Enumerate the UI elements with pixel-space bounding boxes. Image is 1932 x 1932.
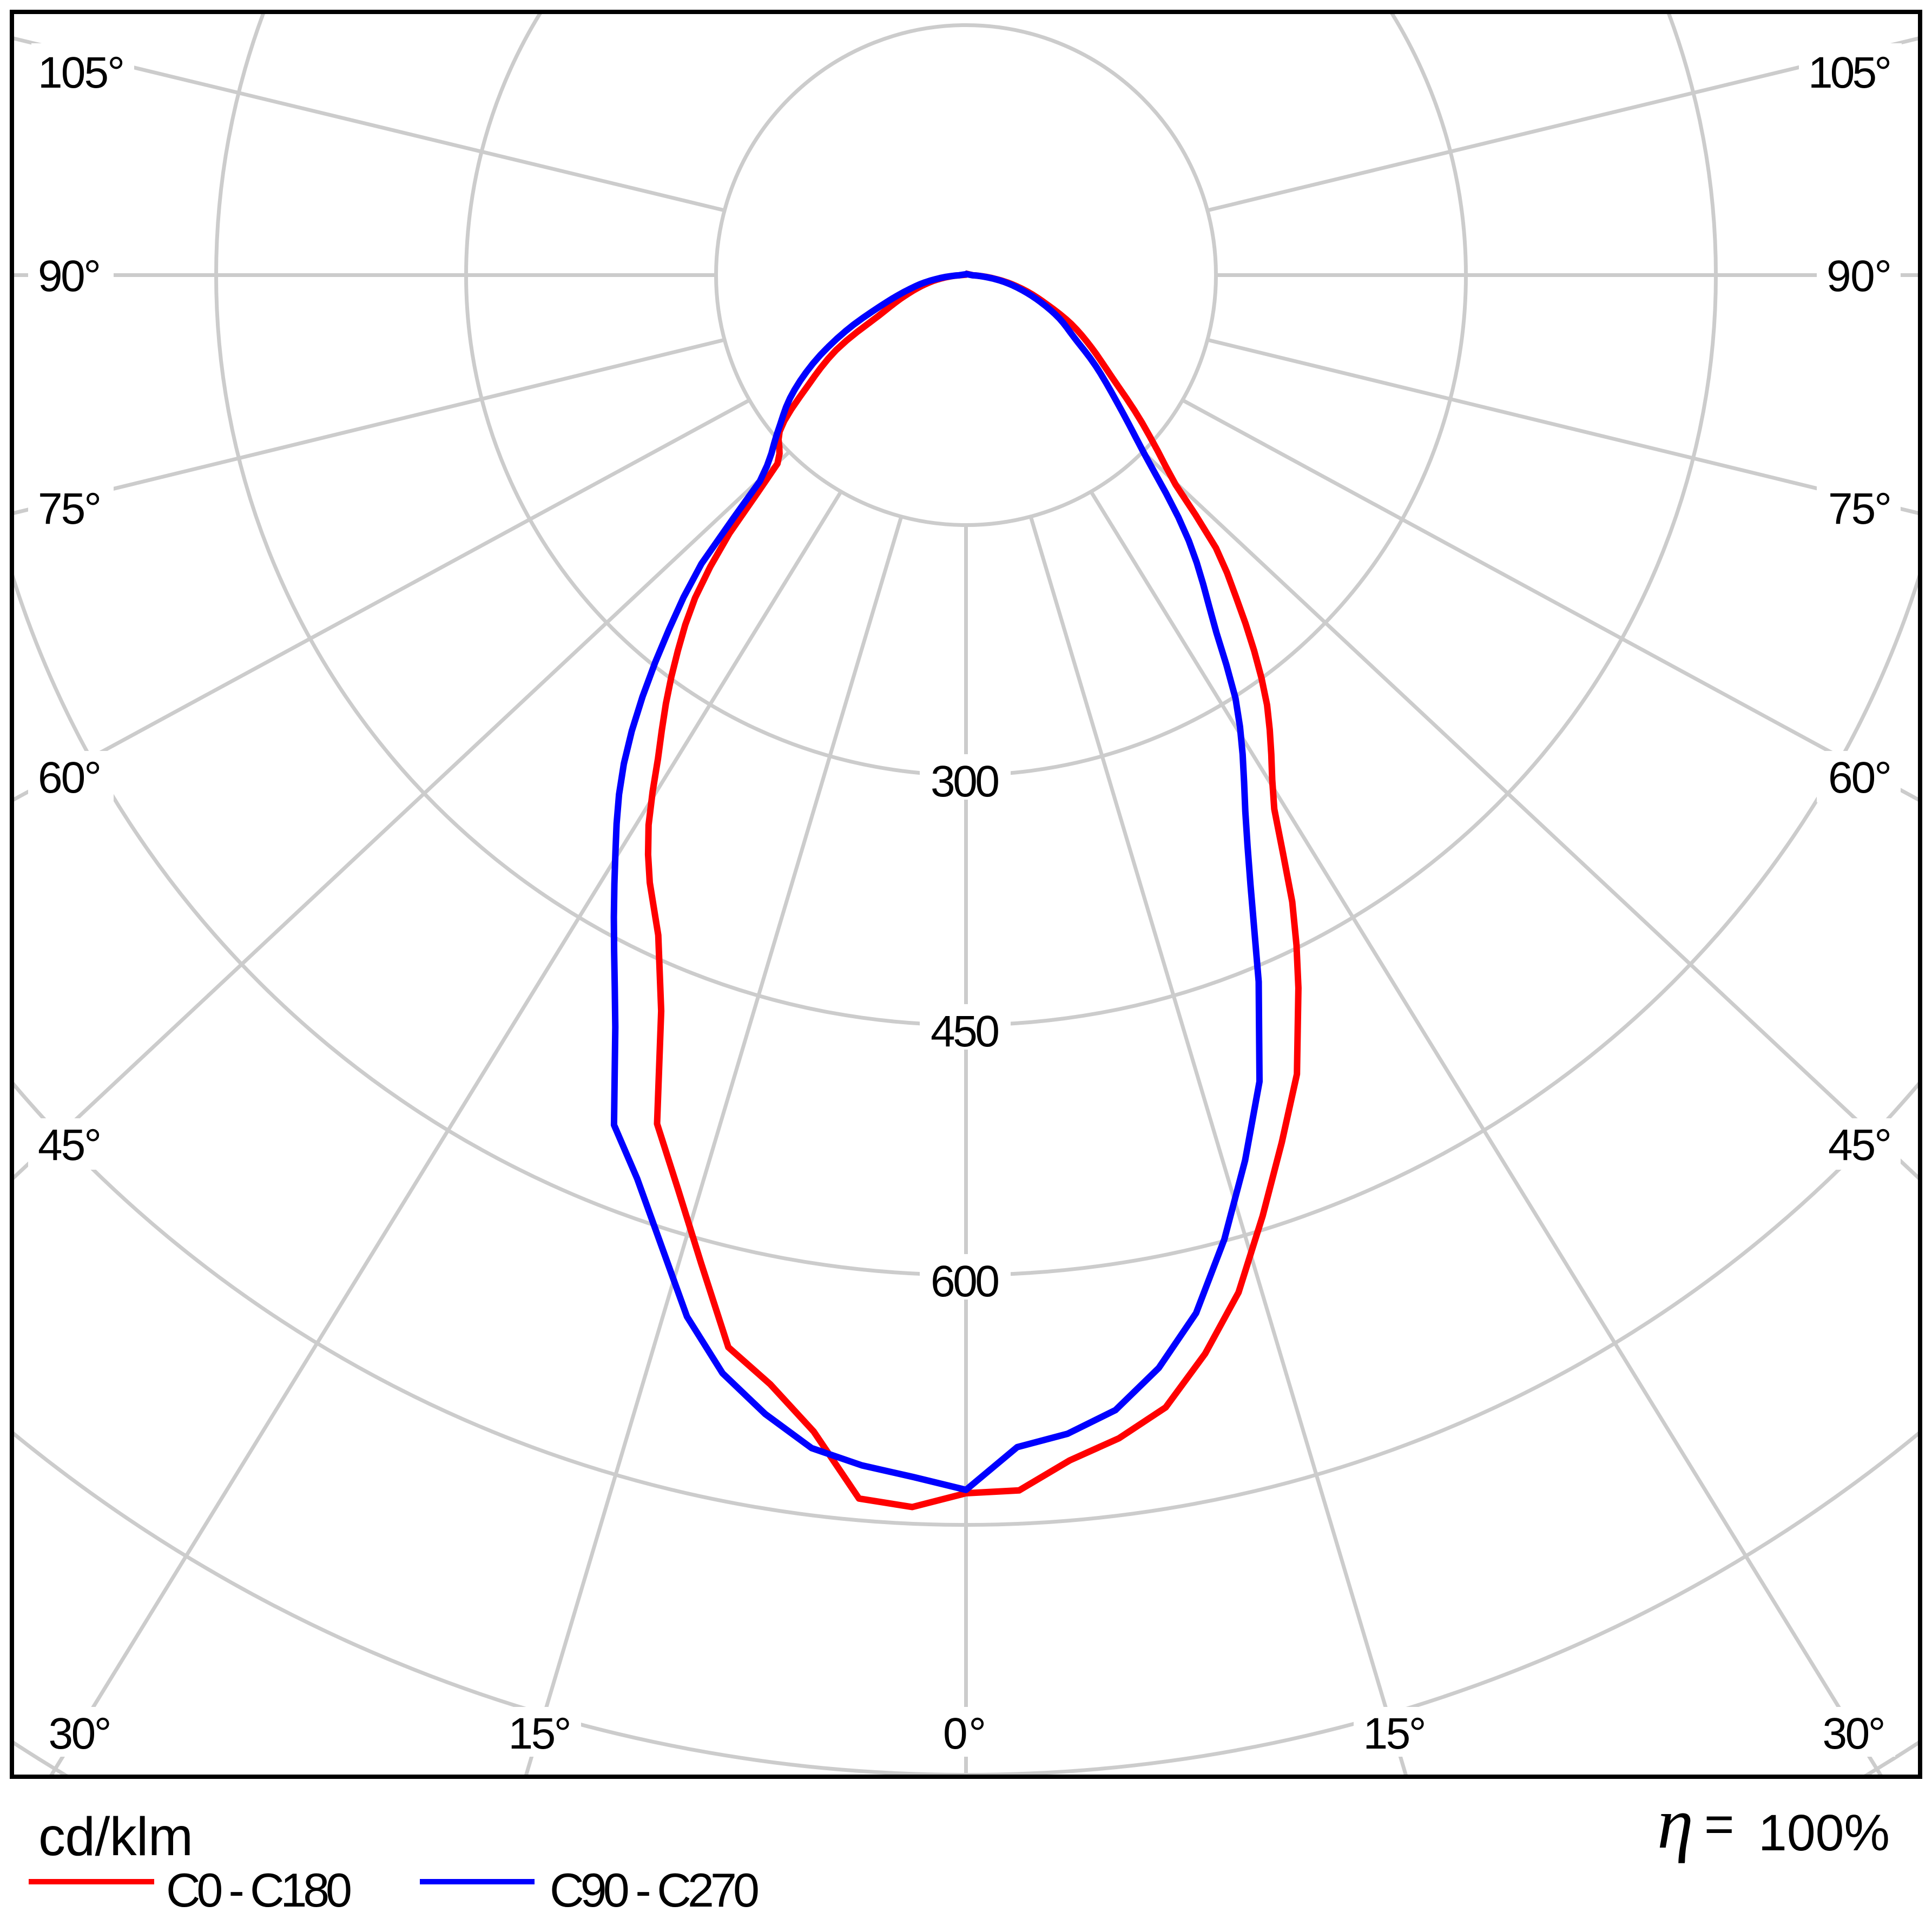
svg-text:C90 - C270: C90 - C270 — [550, 1863, 760, 1917]
svg-text:η: η — [1657, 1783, 1693, 1864]
svg-text:105°: 105° — [1808, 48, 1892, 97]
svg-text:450: 450 — [931, 1007, 1000, 1056]
svg-text:45°: 45° — [1828, 1120, 1892, 1170]
svg-text:300: 300 — [931, 757, 1000, 806]
svg-text:0°: 0° — [943, 1709, 986, 1758]
svg-text:90°: 90° — [1827, 252, 1892, 301]
svg-text:30°: 30° — [1823, 1709, 1886, 1758]
svg-text:60°: 60° — [38, 753, 102, 802]
svg-text:100%: 100% — [1758, 1804, 1890, 1862]
svg-text:=: = — [1704, 1796, 1734, 1853]
svg-text:60°: 60° — [1828, 753, 1892, 802]
svg-text:75°: 75° — [1828, 484, 1892, 533]
svg-text:75°: 75° — [38, 484, 102, 533]
svg-text:15°: 15° — [509, 1709, 572, 1758]
svg-text:cd/klm: cd/klm — [38, 1806, 193, 1867]
svg-text:105°: 105° — [38, 48, 125, 97]
svg-text:30°: 30° — [49, 1709, 112, 1758]
svg-text:600: 600 — [931, 1257, 1000, 1306]
svg-text:15°: 15° — [1363, 1709, 1427, 1758]
svg-text:C0 - C180: C0 - C180 — [166, 1863, 352, 1917]
svg-text:90°: 90° — [38, 252, 101, 301]
svg-text:45°: 45° — [38, 1120, 102, 1170]
